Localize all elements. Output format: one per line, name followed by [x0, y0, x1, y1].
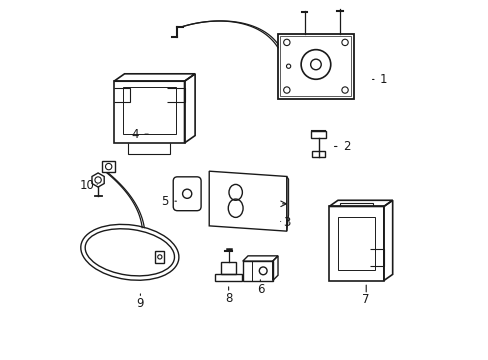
- Text: 4: 4: [131, 128, 139, 141]
- Text: 1: 1: [379, 73, 387, 86]
- Text: 3: 3: [283, 216, 290, 229]
- Text: 7: 7: [362, 293, 369, 306]
- Text: 10: 10: [80, 179, 95, 192]
- Text: 5: 5: [161, 195, 168, 208]
- Text: 8: 8: [224, 292, 232, 305]
- Text: 6: 6: [256, 283, 264, 296]
- Text: 9: 9: [136, 297, 144, 310]
- Text: 2: 2: [343, 140, 350, 153]
